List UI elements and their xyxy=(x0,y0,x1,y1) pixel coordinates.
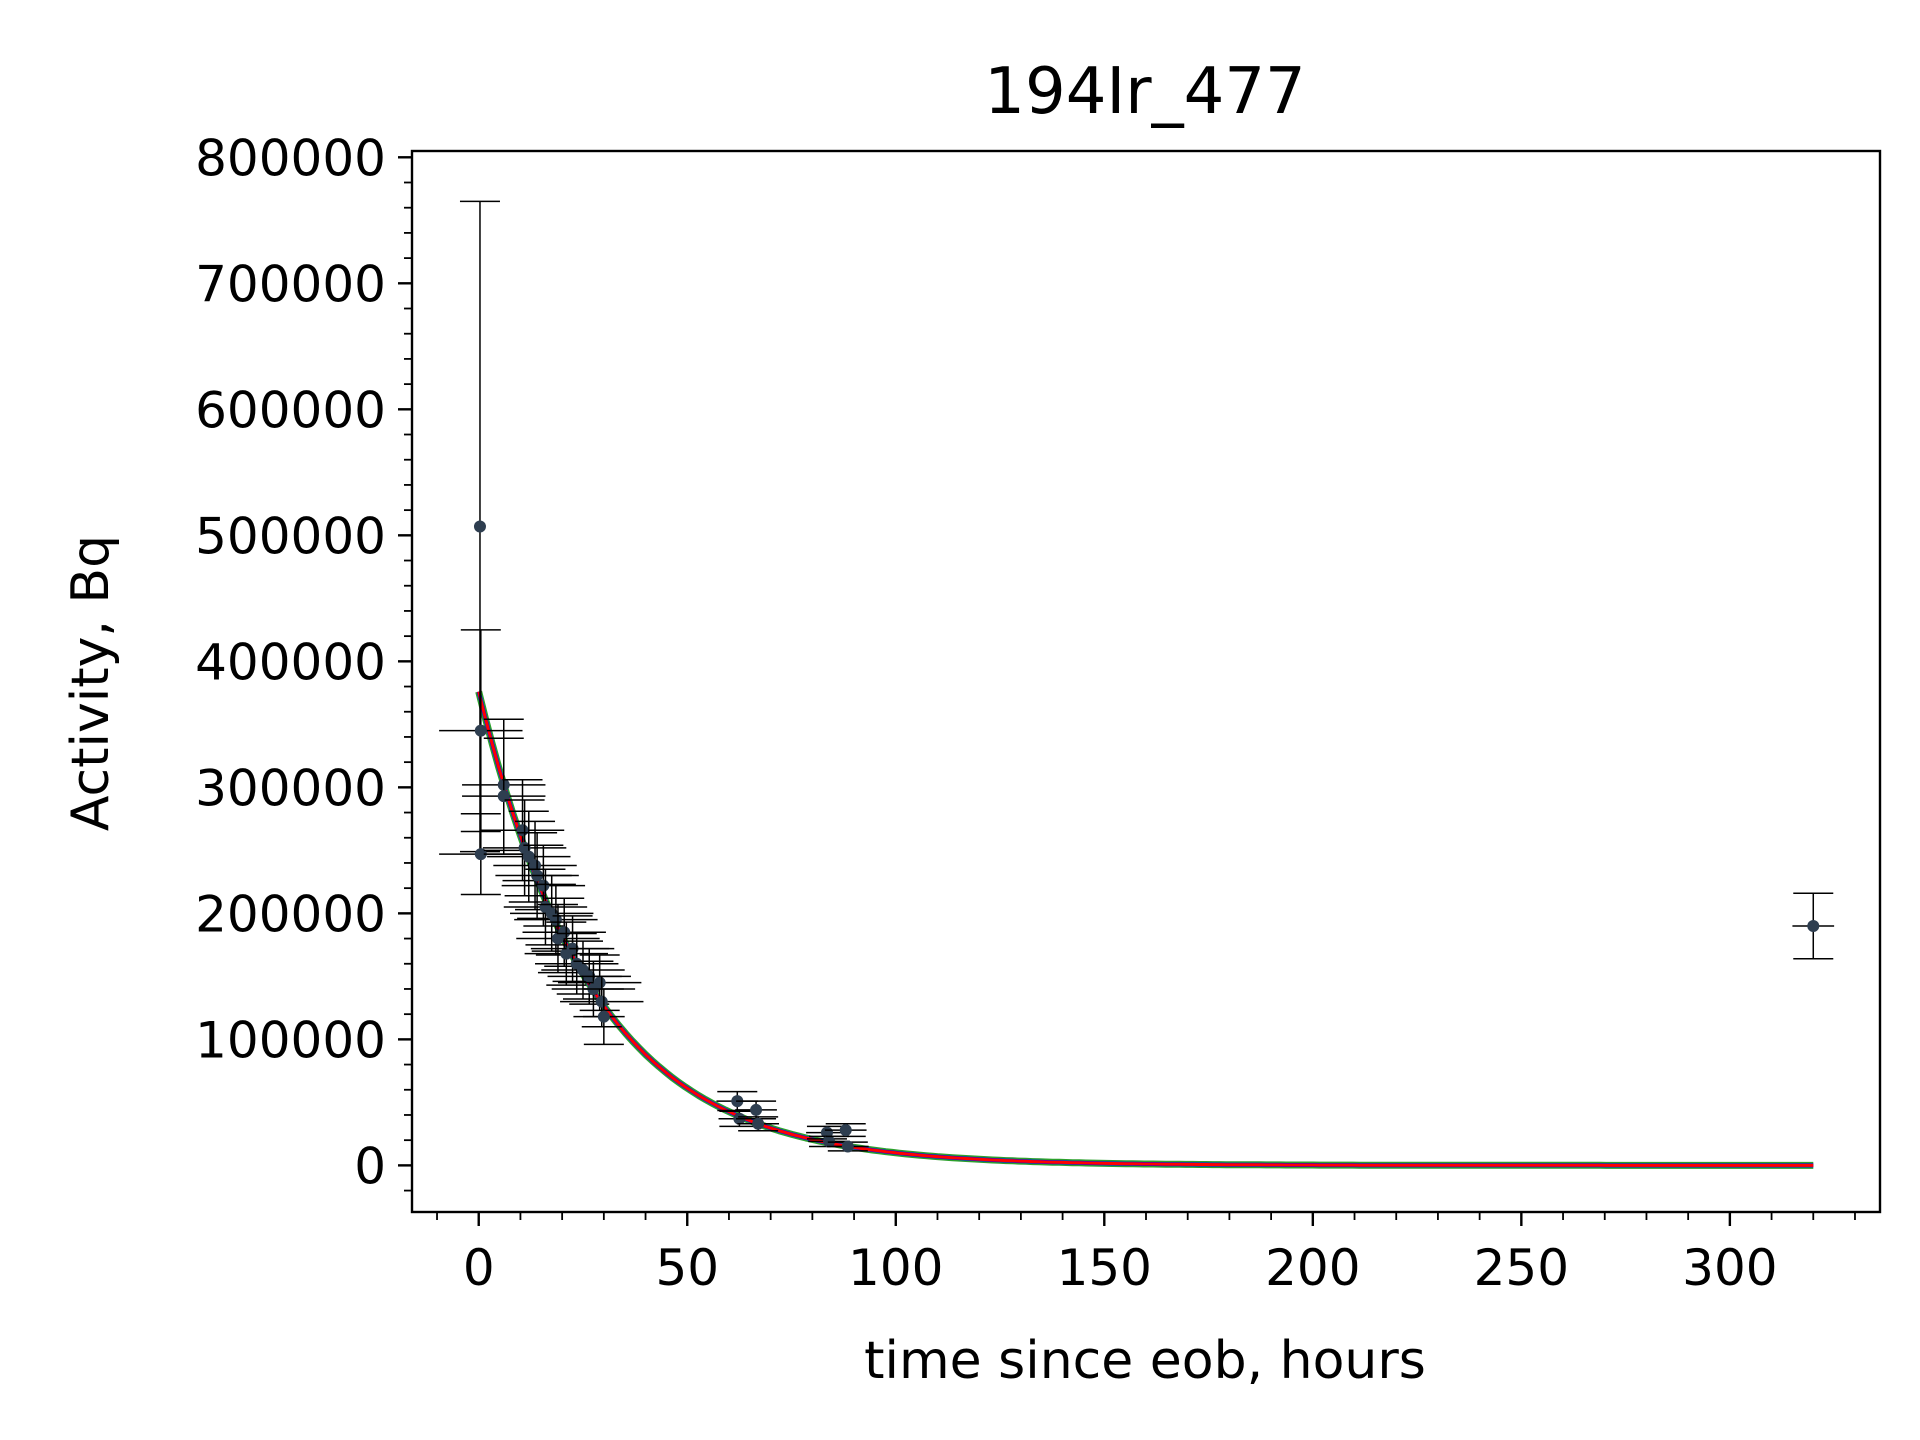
plot-frame xyxy=(410,149,1882,1214)
data-point-group xyxy=(439,813,523,896)
data-point xyxy=(1807,919,1820,932)
data-point-group xyxy=(439,629,523,833)
x-tick-label: 300 xyxy=(1682,1239,1777,1297)
x-tick-label: 100 xyxy=(848,1239,943,1297)
y-tick-label: 0 xyxy=(354,1137,386,1195)
data-point xyxy=(497,790,510,803)
data-point xyxy=(474,724,487,737)
data-point-group xyxy=(560,975,644,1028)
data-point-group xyxy=(557,954,642,1012)
y-tick-label: 800000 xyxy=(195,129,386,187)
data-point xyxy=(839,1124,852,1137)
y-tick-label: 600000 xyxy=(195,381,386,439)
x-tick-label: 150 xyxy=(1057,1239,1152,1297)
data-point-group xyxy=(510,874,594,952)
data-point xyxy=(529,859,542,872)
data-point-group xyxy=(582,988,625,1046)
data-point-group xyxy=(541,940,625,1000)
fit-curve xyxy=(476,691,1814,1168)
data-point xyxy=(537,879,550,892)
data-point xyxy=(752,1117,765,1130)
chart-title: 194Ir_477 xyxy=(984,55,1306,129)
data-point-group xyxy=(824,1123,867,1138)
x-axis-title: time since eob, hours xyxy=(864,1331,1426,1391)
data-point-group xyxy=(826,1140,869,1153)
x-tick-label: 250 xyxy=(1474,1239,1569,1297)
y-tick-label: 700000 xyxy=(195,255,386,313)
y-tick-label: 200000 xyxy=(195,885,386,943)
y-tick-label: 300000 xyxy=(195,759,386,817)
fit-curve xyxy=(477,691,1814,1167)
data-point-group xyxy=(1792,892,1835,960)
axes: 0 50 100 150 200 250 300 0 100000 200000 300000 400… xyxy=(195,129,1882,1297)
data-point-group xyxy=(462,737,546,855)
data-point-group xyxy=(493,820,577,911)
data-point xyxy=(597,1010,610,1023)
data-point-group xyxy=(487,810,571,903)
data-point-group xyxy=(516,903,600,974)
fit-curve xyxy=(475,690,1814,1169)
data-point xyxy=(593,976,606,989)
y-tick-label: 500000 xyxy=(195,507,386,565)
data-point-group xyxy=(737,1116,779,1132)
x-tick-label: 50 xyxy=(655,1239,719,1297)
data-point xyxy=(750,1103,763,1116)
data-point xyxy=(516,824,529,837)
data-point xyxy=(841,1140,854,1153)
x-tick-label: 0 xyxy=(463,1239,495,1297)
data-point xyxy=(474,848,487,861)
data-point xyxy=(473,520,486,533)
x-tick-label: 200 xyxy=(1265,1239,1360,1297)
y-axis-title: Activity, Bq xyxy=(61,535,121,831)
plot-area xyxy=(439,200,1835,1169)
data-point xyxy=(558,926,571,939)
data-point xyxy=(595,995,608,1008)
y-tick-label: 100000 xyxy=(195,1011,386,1069)
y-tick-label: 400000 xyxy=(195,633,386,691)
data-point xyxy=(522,850,535,863)
